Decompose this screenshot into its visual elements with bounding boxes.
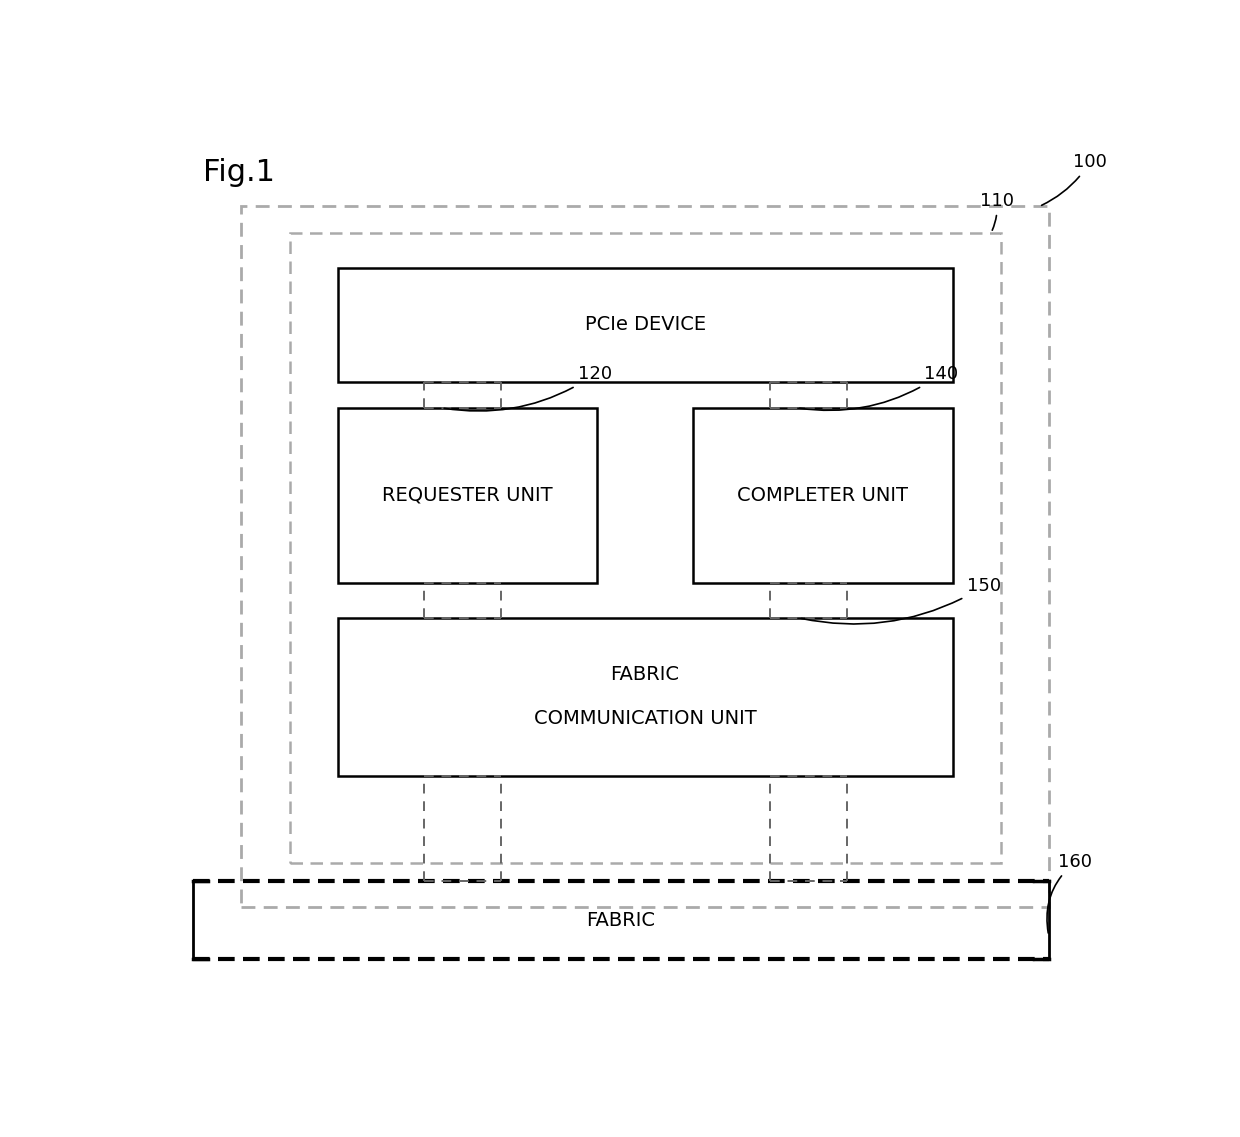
Text: 140: 140 bbox=[800, 365, 959, 410]
Text: Fig.1: Fig.1 bbox=[203, 158, 275, 188]
Text: 110: 110 bbox=[980, 192, 1013, 230]
Bar bbox=[242, 207, 1049, 907]
Text: PCIe DEVICE: PCIe DEVICE bbox=[584, 315, 706, 334]
Bar bbox=[337, 408, 598, 583]
Text: COMMUNICATION UNIT: COMMUNICATION UNIT bbox=[533, 709, 756, 728]
Text: 160: 160 bbox=[1047, 853, 1092, 933]
Bar bbox=[337, 617, 952, 775]
Bar bbox=[337, 267, 952, 382]
Bar bbox=[290, 233, 1001, 863]
Text: COMPLETER UNIT: COMPLETER UNIT bbox=[738, 485, 909, 505]
Text: 150: 150 bbox=[801, 578, 1001, 624]
Text: REQUESTER UNIT: REQUESTER UNIT bbox=[382, 485, 553, 505]
Text: FABRIC: FABRIC bbox=[587, 911, 656, 930]
Text: FABRIC: FABRIC bbox=[610, 665, 680, 684]
Text: 100: 100 bbox=[1042, 153, 1106, 206]
Bar bbox=[693, 408, 952, 583]
Text: 120: 120 bbox=[444, 365, 613, 410]
